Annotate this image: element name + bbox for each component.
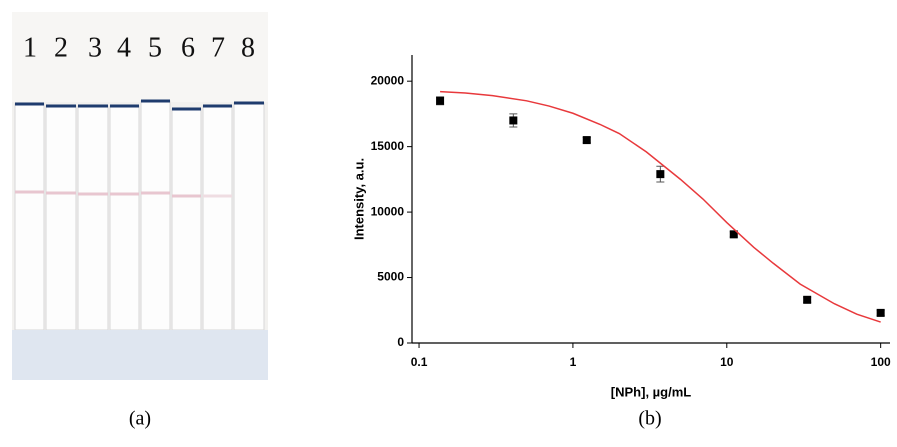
x-axis-label: [NPh], µg/mL [611,384,691,399]
y-tick-label: 5000 [377,270,404,284]
data-point [803,295,812,304]
x-tick-label: 1 [570,355,577,369]
control-lines [15,99,264,111]
strip [109,105,140,331]
strip [171,108,202,331]
caption: (a) [129,408,151,430]
x-tick-label: 10 [720,355,734,369]
strip [202,105,233,331]
strip-photo: 1 2 3 4 5 6 7 8 [12,12,268,380]
data-point [876,308,885,317]
x-tick-label: 100 [871,355,891,369]
data-point [436,96,445,105]
lane-label: 1 [23,32,37,63]
y-tick-label: 15000 [371,139,405,153]
strip [77,105,109,331]
data-point [656,170,665,179]
chart: 0 5000 10000 15000 20000 0.1 1 10 100 [NPh], µg/m… [351,55,891,399]
data-point [729,230,738,239]
absorbent-pad [12,330,268,380]
test-lines [15,190,232,198]
lane-label: 8 [241,32,255,63]
strips [14,100,265,331]
data-point [509,116,518,125]
y-tick-label: 20000 [371,73,405,87]
lane-label: 2 [54,32,68,63]
y-tick-label: 10000 [371,204,405,218]
photo-top [12,12,268,102]
caption: (b) [638,408,661,430]
y-axis-label: Intensity, a.u. [351,158,366,240]
fit-curve [440,90,881,323]
lane-label: 4 [117,32,131,63]
lane-label: 5 [148,32,162,63]
strip [45,105,77,331]
strip [14,103,45,331]
lane-label: 7 [211,32,225,63]
strip [233,102,265,331]
x-tick-label: 0.1 [411,355,428,369]
data-point [582,136,591,145]
strip [140,100,171,331]
lane-label: 3 [88,32,102,63]
y-tick-label: 0 [397,335,404,349]
lane-label: 6 [181,32,195,63]
